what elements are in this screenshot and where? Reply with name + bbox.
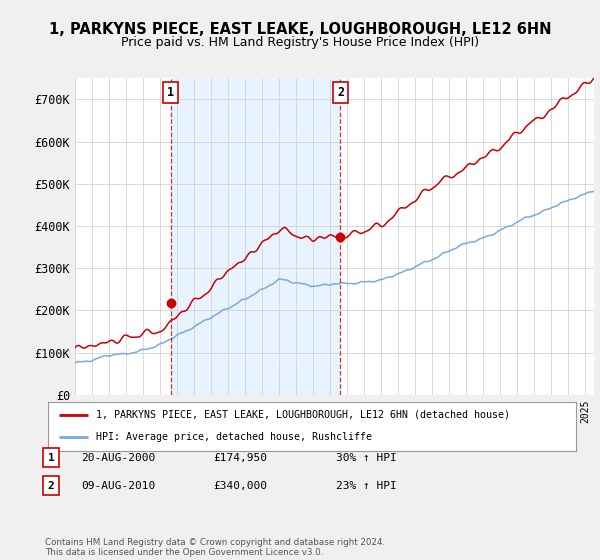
- Text: 30% ↑ HPI: 30% ↑ HPI: [336, 452, 397, 463]
- Text: 2: 2: [337, 86, 344, 99]
- Text: 20-AUG-2000: 20-AUG-2000: [81, 452, 155, 463]
- Text: Price paid vs. HM Land Registry's House Price Index (HPI): Price paid vs. HM Land Registry's House …: [121, 36, 479, 49]
- Text: £340,000: £340,000: [213, 480, 267, 491]
- Text: HPI: Average price, detached house, Rushcliffe: HPI: Average price, detached house, Rush…: [95, 432, 371, 442]
- Bar: [170, 78, 340, 395]
- Text: Contains HM Land Registry data © Crown copyright and database right 2024.
This d: Contains HM Land Registry data © Crown c…: [45, 538, 385, 557]
- Text: 1, PARKYNS PIECE, EAST LEAKE, LOUGHBOROUGH, LE12 6HN: 1, PARKYNS PIECE, EAST LEAKE, LOUGHBOROU…: [49, 22, 551, 38]
- Text: 23% ↑ HPI: 23% ↑ HPI: [336, 480, 397, 491]
- Text: 2: 2: [47, 480, 55, 491]
- Text: 1: 1: [47, 452, 55, 463]
- Text: £174,950: £174,950: [213, 452, 267, 463]
- Text: 09-AUG-2010: 09-AUG-2010: [81, 480, 155, 491]
- Text: 1: 1: [167, 86, 174, 99]
- Text: 1, PARKYNS PIECE, EAST LEAKE, LOUGHBOROUGH, LE12 6HN (detached house): 1, PARKYNS PIECE, EAST LEAKE, LOUGHBOROU…: [95, 410, 509, 420]
